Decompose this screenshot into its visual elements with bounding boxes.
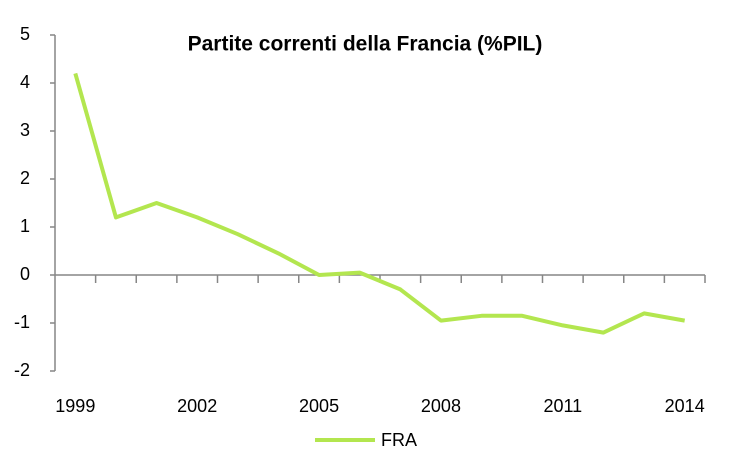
x-tick-label: 2002 [177, 396, 217, 416]
y-tick-label: 0 [20, 264, 30, 284]
y-tick-label: 5 [20, 24, 30, 44]
y-tick-label: 2 [20, 168, 30, 188]
x-tick-label: 2008 [421, 396, 461, 416]
data-line [73, 72, 686, 335]
chart-title: Partite correnti della Francia (%PIL) [188, 33, 543, 56]
x-tick-label: 1999 [55, 396, 95, 416]
y-tick-label: -1 [14, 312, 30, 332]
legend-label: FRA [381, 430, 417, 450]
x-tick-label: 2014 [665, 396, 705, 416]
x-tick-label: 2011 [543, 396, 582, 416]
y-tick-label: 4 [20, 72, 30, 92]
y-tick-label: 1 [20, 216, 30, 236]
x-tick-label: 2005 [299, 396, 339, 416]
y-tick-label: -2 [14, 360, 30, 380]
y-tick-label: 3 [20, 120, 30, 140]
